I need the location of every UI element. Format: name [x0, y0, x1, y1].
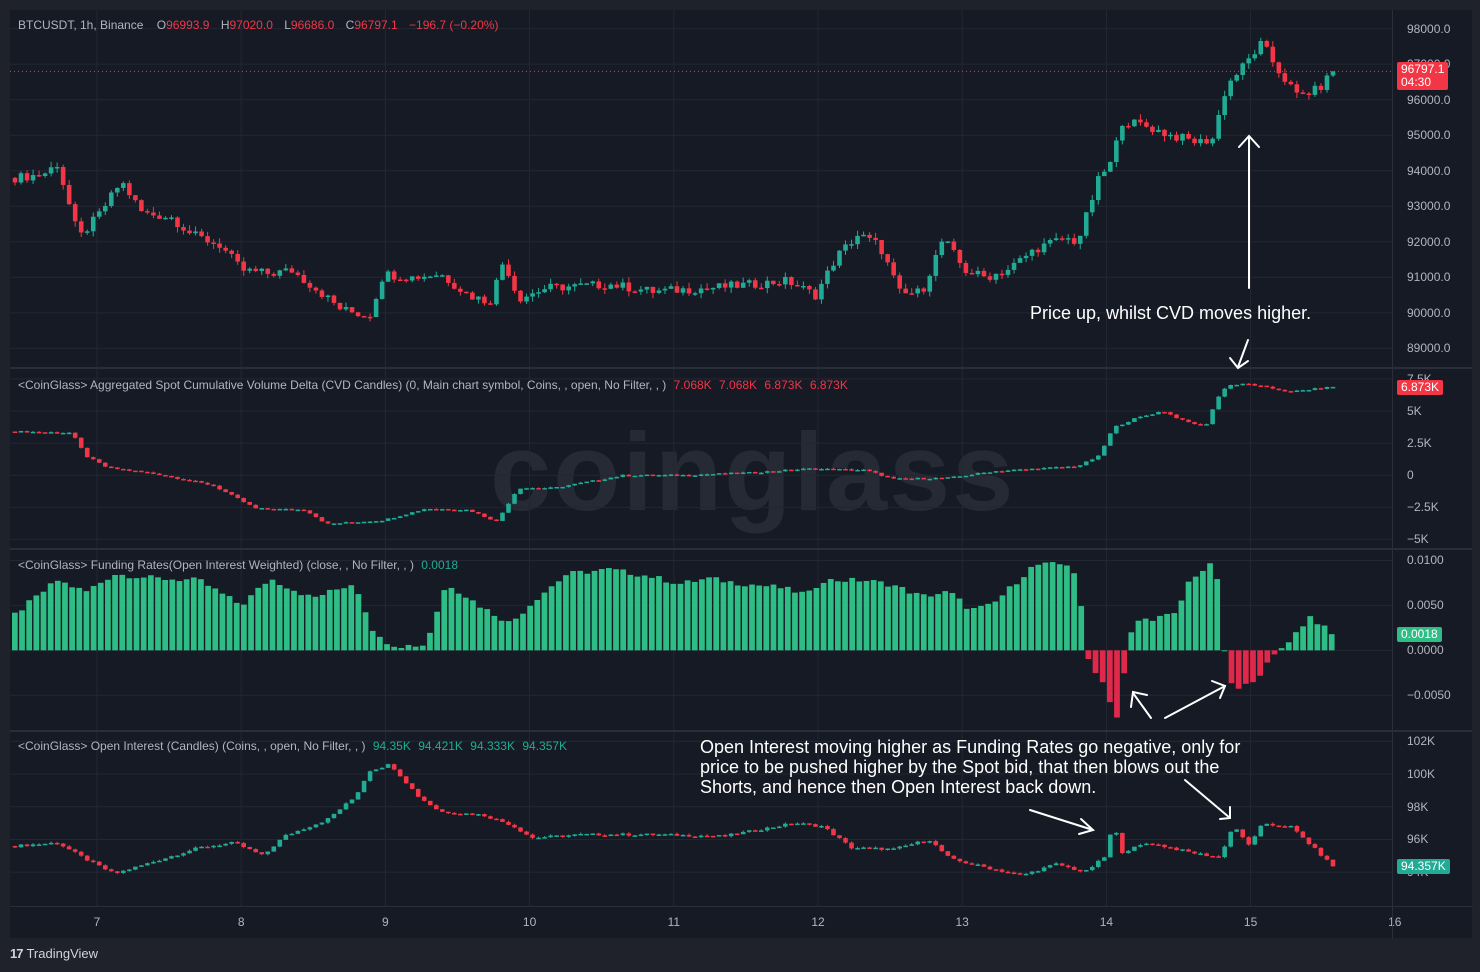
- oi-axis[interactable]: 102K100K98K96K94K94.357K: [1392, 732, 1473, 906]
- cvd-pane[interactable]: coinglass <CoinGlass> Aggregated Spot Cu…: [10, 369, 1392, 548]
- funding-legend: <CoinGlass> Funding Rates(Open Interest …: [18, 558, 458, 572]
- oi-high: 94.421K: [418, 739, 463, 753]
- axis-tick: 0.0000: [1407, 643, 1444, 658]
- coinglass-watermark: coinglass: [490, 411, 1016, 534]
- axis-tick: 94000.0: [1407, 163, 1451, 178]
- open-value: 96993.9: [166, 18, 210, 32]
- funding-value: 0.0018: [421, 558, 458, 572]
- price-pane[interactable]: BTCUSDT, 1h, Binance O96993.9 H97020.0 L…: [10, 10, 1392, 367]
- time-tick: 8: [237, 915, 245, 929]
- time-tick: 16: [1388, 915, 1402, 929]
- axis-tick: 5K: [1407, 403, 1422, 418]
- axis-tick: 0.0100: [1407, 553, 1444, 568]
- oi-indicator-title[interactable]: <CoinGlass> Open Interest (Candles) (Coi…: [18, 739, 366, 753]
- time-tick: 14: [1099, 915, 1114, 929]
- pane-divider[interactable]: [10, 367, 1472, 369]
- close-value: 96797.1: [354, 18, 398, 32]
- cvd-open: 7.068K: [673, 378, 712, 392]
- last-value-tag: 96797.1 04:30: [1397, 62, 1449, 91]
- axis-corner: [1392, 906, 1473, 939]
- tradingview-logo[interactable]: 17 TradingView: [10, 946, 98, 961]
- open-interest-candles: [10, 732, 1392, 906]
- cvd-axis[interactable]: 7.5K 5K 2.5K 0 −2.5K −5K 6.873K: [1392, 369, 1473, 548]
- axis-tick: 100K: [1407, 767, 1436, 781]
- tradingview-icon: 17: [10, 946, 24, 961]
- high-value: 97020.0: [229, 18, 273, 32]
- oi-close: 94.357K: [522, 739, 568, 753]
- axis-tick: 98000.0: [1407, 21, 1451, 36]
- cvd-close: 6.873K: [809, 378, 848, 392]
- axis-tick: −0.0050: [1407, 688, 1451, 703]
- time-tick: 10: [522, 915, 537, 929]
- axis-tick: 95000.0: [1407, 128, 1451, 143]
- annotation-line: price to be pushed higher by the Spot bi…: [700, 757, 1220, 777]
- high-label: H: [220, 18, 230, 32]
- time-tick: 13: [955, 915, 969, 929]
- annotation-line: Shorts, and hence then Open Interest bac…: [700, 777, 1097, 797]
- price-cvd-annotation: Price up, whilst CVD moves higher.: [1030, 303, 1312, 323]
- cvd-legend: <CoinGlass> Aggregated Spot Cumulative V…: [18, 378, 848, 392]
- last-value-tag: 94.357K: [1397, 859, 1450, 875]
- low-label: L: [284, 18, 291, 32]
- time-tick: 9: [382, 915, 389, 929]
- price-axis[interactable]: 98000.097000.096000.095000.094000.093000…: [1392, 10, 1473, 367]
- cvd-indicator-title[interactable]: <CoinGlass> Aggregated Spot Cumulative V…: [18, 378, 667, 392]
- close-label: C: [345, 18, 355, 32]
- cvd-candles: [10, 369, 1392, 548]
- axis-tick: 96000.0: [1407, 92, 1451, 107]
- axis-tick: 102K: [1407, 734, 1436, 749]
- axis-tick: 0: [1407, 468, 1414, 483]
- axis-tick: 2.5K: [1407, 436, 1432, 451]
- axis-tick: 92000.0: [1407, 234, 1451, 249]
- last-value-tag: 0.0018: [1397, 627, 1442, 643]
- time-tick: 7: [93, 915, 101, 929]
- time-axis[interactable]: 7 8 9 10 11 12 13 14 15 16: [10, 906, 1401, 939]
- oi-low: 94.333K: [470, 739, 515, 753]
- axis-tick: −5K: [1407, 532, 1429, 547]
- time-tick: 11: [667, 915, 681, 929]
- chart-frame: BTCUSDT, 1h, Binance O96993.9 H97020.0 L…: [10, 10, 1473, 939]
- tradingview-brand: TradingView: [26, 946, 99, 961]
- low-value: 96686.0: [290, 18, 335, 32]
- open-label: O: [156, 18, 167, 32]
- axis-tick: 96K: [1407, 832, 1429, 847]
- axis-tick: 90000.0: [1407, 305, 1451, 320]
- pane-divider[interactable]: [10, 730, 1472, 732]
- price-candles: [10, 10, 1392, 367]
- price-legend: BTCUSDT, 1h, Binance O96993.9 H97020.0 L…: [18, 18, 498, 32]
- annotation-line: Open Interest moving higher as Funding R…: [700, 737, 1241, 757]
- oi-open: 94.35K: [372, 739, 411, 753]
- funding-rate-pane[interactable]: <CoinGlass> Funding Rates(Open Interest …: [10, 550, 1392, 730]
- last-value-tag: 6.873K: [1397, 379, 1444, 395]
- funding-rate-bars: [10, 550, 1392, 730]
- open-interest-annotation: Open Interest moving higher as Funding R…: [700, 737, 1240, 797]
- oi-legend: <CoinGlass> Open Interest (Candles) (Coi…: [18, 739, 567, 753]
- time-tick: 15: [1243, 915, 1258, 929]
- axis-tick: 89000.0: [1407, 341, 1451, 356]
- axis-tick: 0.0050: [1407, 598, 1444, 613]
- axis-tick: −2.5K: [1407, 500, 1439, 515]
- pane-divider[interactable]: [10, 548, 1472, 550]
- symbol-label[interactable]: BTCUSDT, 1h, Binance: [18, 18, 144, 32]
- open-interest-pane[interactable]: <CoinGlass> Open Interest (Candles) (Coi…: [10, 732, 1392, 906]
- funding-indicator-title[interactable]: <CoinGlass> Funding Rates(Open Interest …: [18, 558, 414, 572]
- change-value: −196.7 (−0.20%): [409, 18, 499, 32]
- axis-tick: 93000.0: [1407, 199, 1451, 214]
- time-tick: 12: [811, 915, 825, 929]
- axis-tick: 98K: [1407, 799, 1429, 814]
- axis-tick: 91000.0: [1407, 270, 1451, 285]
- funding-axis[interactable]: 0.0100 0.0050 0.0000 −0.0050 0.0018: [1392, 550, 1473, 730]
- cvd-low: 6.873K: [764, 378, 803, 392]
- cvd-high: 7.068K: [719, 378, 758, 392]
